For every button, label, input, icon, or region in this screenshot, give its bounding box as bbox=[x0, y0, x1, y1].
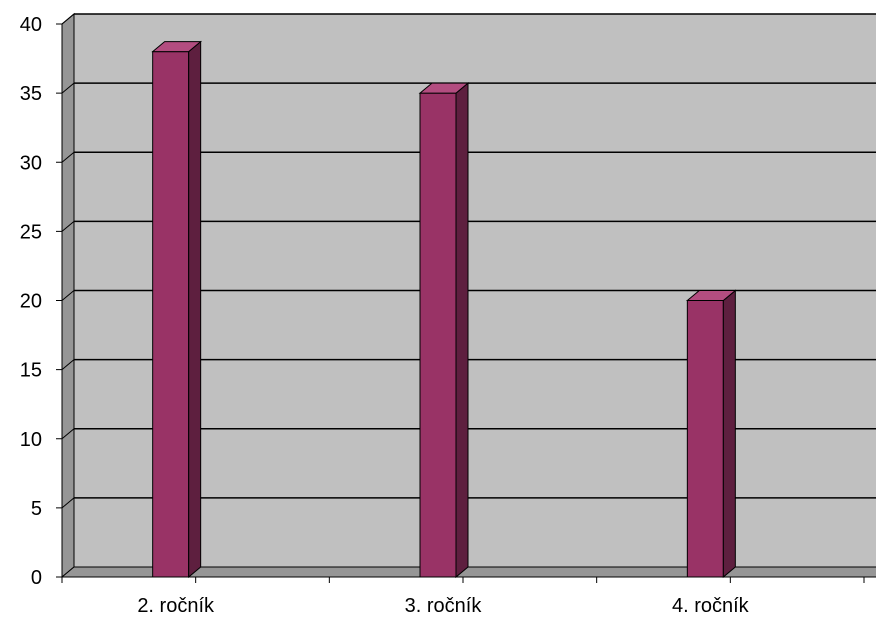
x-axis-tick-labels: 2. ročník 3. ročník 4. ročník bbox=[137, 595, 749, 617]
bar-top-2 bbox=[418, 82, 470, 94]
gridline-depth bbox=[61, 497, 75, 509]
y-tick-label: 5 bbox=[31, 498, 42, 520]
bar-side-3 bbox=[722, 289, 736, 579]
x-tick-label: 3. ročník bbox=[405, 595, 483, 617]
y-tick-label: 10 bbox=[20, 429, 42, 451]
axes bbox=[56, 23, 876, 583]
bar-1 bbox=[152, 51, 190, 578]
y-tick-label: 15 bbox=[20, 360, 42, 382]
gridline-depth bbox=[61, 151, 75, 163]
y-tick-label: 30 bbox=[20, 152, 42, 174]
bar-3 bbox=[686, 300, 724, 578]
y-tick-label: 35 bbox=[20, 83, 42, 105]
gridline-depth bbox=[61, 428, 75, 440]
gridline-depth bbox=[61, 290, 75, 301]
bar-top-3 bbox=[685, 290, 737, 301]
x-tick-label: 4. ročník bbox=[672, 595, 750, 617]
bar-top-1 bbox=[151, 41, 203, 53]
gridline-depth bbox=[61, 13, 75, 25]
bar-side-2 bbox=[455, 82, 469, 579]
y-tick-label: 20 bbox=[20, 291, 42, 313]
gridline-depth bbox=[61, 82, 75, 94]
y-tick-label: 0 bbox=[31, 567, 42, 589]
gridlines bbox=[61, 13, 876, 509]
y-tick-label: 40 bbox=[20, 14, 42, 36]
x-tick-label: 2. ročník bbox=[137, 595, 215, 617]
bar-side-1 bbox=[188, 40, 202, 579]
y-tick-label: 25 bbox=[20, 221, 42, 243]
gridline-depth bbox=[61, 220, 75, 232]
bar-2 bbox=[419, 92, 457, 578]
gridline-depth bbox=[61, 359, 75, 371]
y-axis-tick-labels: 0 5 10 15 20 25 30 35 40 bbox=[20, 14, 42, 589]
